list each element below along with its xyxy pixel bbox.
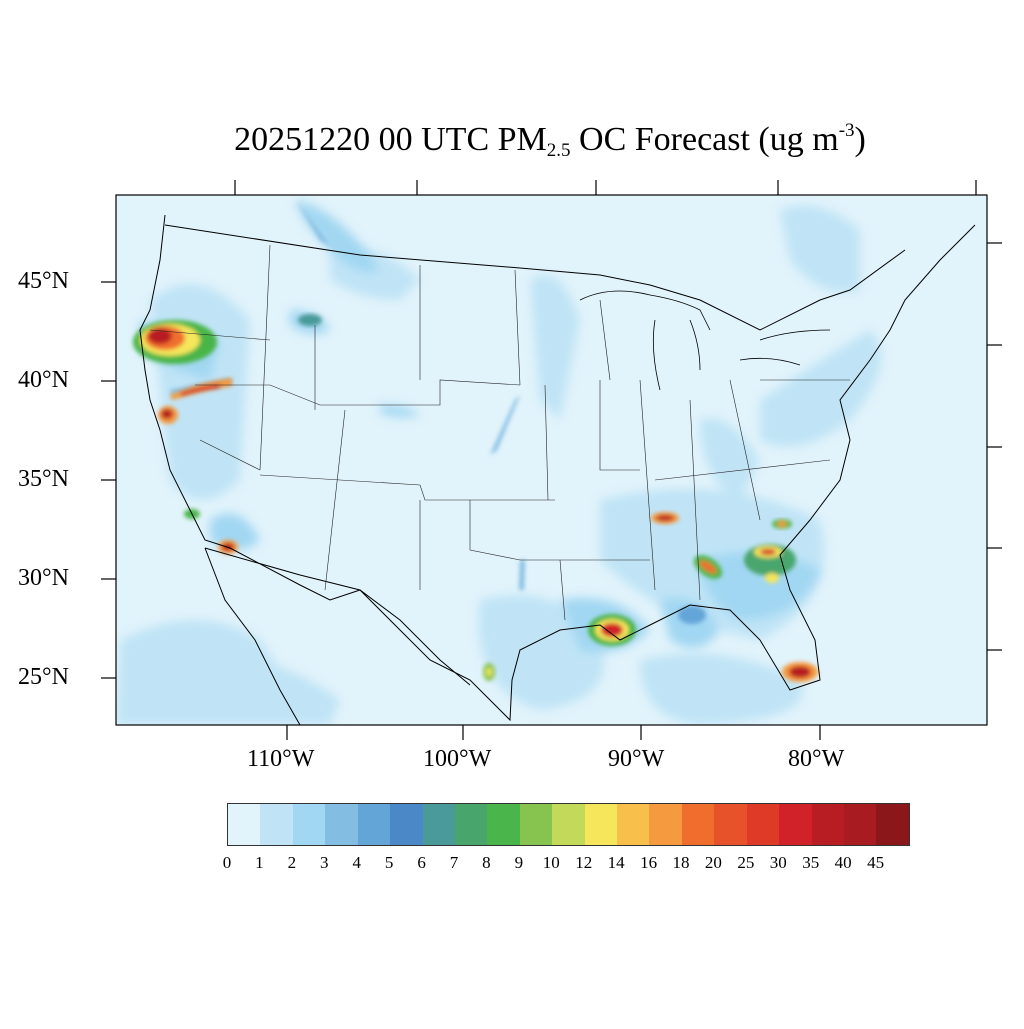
title-date: 20251220 (234, 121, 371, 158)
colorbar-swatch (746, 804, 780, 845)
colorbar-tick-label: 3 (320, 853, 329, 872)
colorbar-tick-label: 18 (672, 853, 690, 872)
left-ticks (101, 281, 116, 679)
hotspot-south-florida (782, 662, 818, 682)
colorbar-swatch (811, 804, 845, 845)
colorbar-swatch (260, 804, 293, 845)
colorbar-swatch (357, 804, 391, 845)
top-ticks (234, 180, 977, 195)
colorbar-swatch (228, 804, 261, 845)
hotspot-mississippi (651, 512, 679, 524)
colorbar-tick-label: 45 (867, 853, 885, 872)
colorbar-swatch (779, 804, 812, 845)
map-frame (115, 194, 988, 726)
colorbar-swatch (714, 804, 747, 845)
colorbar-swatch (617, 804, 650, 845)
colorbar-tick-label: 10 (542, 853, 560, 872)
lat-label-30n: 30°N (18, 565, 69, 591)
colorbar-tick-label: 1 (255, 853, 264, 872)
chart-title: 20251220 00 UTC PM2.5 OC Forecast (ug m-… (0, 120, 1024, 162)
colorbar-swatch (519, 804, 553, 845)
colorbar-swatch (584, 804, 618, 845)
hotspot-alabama (693, 555, 723, 579)
title-species: PM (497, 121, 547, 158)
lat-label-45n: 45°N (18, 268, 69, 294)
colorbar-tick-label: 4 (352, 853, 361, 872)
colorbar-swatch (292, 804, 326, 845)
colorbar-swatch (487, 804, 520, 845)
hotspot-carolina (772, 519, 792, 529)
colorbar-swatch (325, 804, 358, 845)
colorbar-tick-label: 6 (417, 853, 426, 872)
colorbar-tick-label: 5 (384, 853, 394, 872)
colorbar-swatch (876, 804, 909, 845)
lon-label-100w: 100°W (423, 746, 492, 772)
mexico-border (204, 547, 471, 686)
colorbar-swatch (454, 804, 488, 845)
colorbar-tick-label: 20 (704, 853, 722, 872)
colorbar-swatch (681, 804, 715, 845)
colorbar-tick-label: 35 (802, 853, 820, 872)
colorbar (227, 803, 910, 846)
hotspot-nevada-streak (170, 378, 232, 400)
state-lines (149, 244, 850, 621)
colorbar-swatch (552, 804, 585, 845)
hotspot-texas (483, 663, 495, 681)
colorbar-tick-label: 9 (514, 853, 524, 872)
hotspot-sierra (158, 406, 178, 424)
colorbar-swatch (422, 804, 455, 845)
title-unit-superscript: -3 (838, 120, 855, 141)
lat-label-40n: 40°N (18, 367, 69, 393)
hotspots (133, 314, 818, 682)
baja (204, 547, 301, 725)
title-rest: OC Forecast (ug m (579, 121, 839, 158)
canada-border (164, 224, 906, 331)
right-ticks (987, 242, 1002, 651)
lon-label-90w: 90°W (608, 746, 665, 772)
lon-label-80w: 80°W (788, 746, 845, 772)
colorbar-swatch (649, 804, 682, 845)
title-species-subscript: 2.5 (546, 140, 571, 161)
us-outline (139, 214, 976, 722)
hotspot-louisiana (588, 614, 636, 646)
colorbar-swatch (390, 804, 423, 845)
colorbar-tick-label: 7 (449, 853, 459, 872)
title-hour: 00 UTC (378, 121, 490, 158)
colorbar-tick-label: 16 (640, 853, 658, 872)
great-lakes (579, 290, 831, 391)
coastline-borders (139, 214, 976, 725)
colorbar-tick-label: 30 (769, 853, 787, 872)
colorbar-tick-label: 12 (575, 853, 593, 872)
colorbar-tick-label: 2 (287, 853, 297, 872)
colorbar-tick-label: 14 (607, 853, 625, 872)
colorbar-tick-label: 0 (222, 853, 232, 872)
title-close: ) (854, 121, 866, 158)
hotspot-montana (298, 314, 322, 326)
colorbar-tick-label: 40 (834, 853, 852, 872)
colorbar-swatch (844, 804, 877, 845)
colorbar-tick-label: 25 (737, 853, 755, 872)
lat-label-25n: 25°N (18, 664, 69, 690)
hotspot-norcal (133, 320, 217, 364)
lon-label-110w: 110°W (247, 746, 315, 772)
hotspot-panhandle (678, 606, 706, 624)
colorbar-tick-label: 8 (482, 853, 491, 872)
bottom-ticks (286, 725, 821, 740)
lat-label-35n: 35°N (18, 466, 69, 492)
